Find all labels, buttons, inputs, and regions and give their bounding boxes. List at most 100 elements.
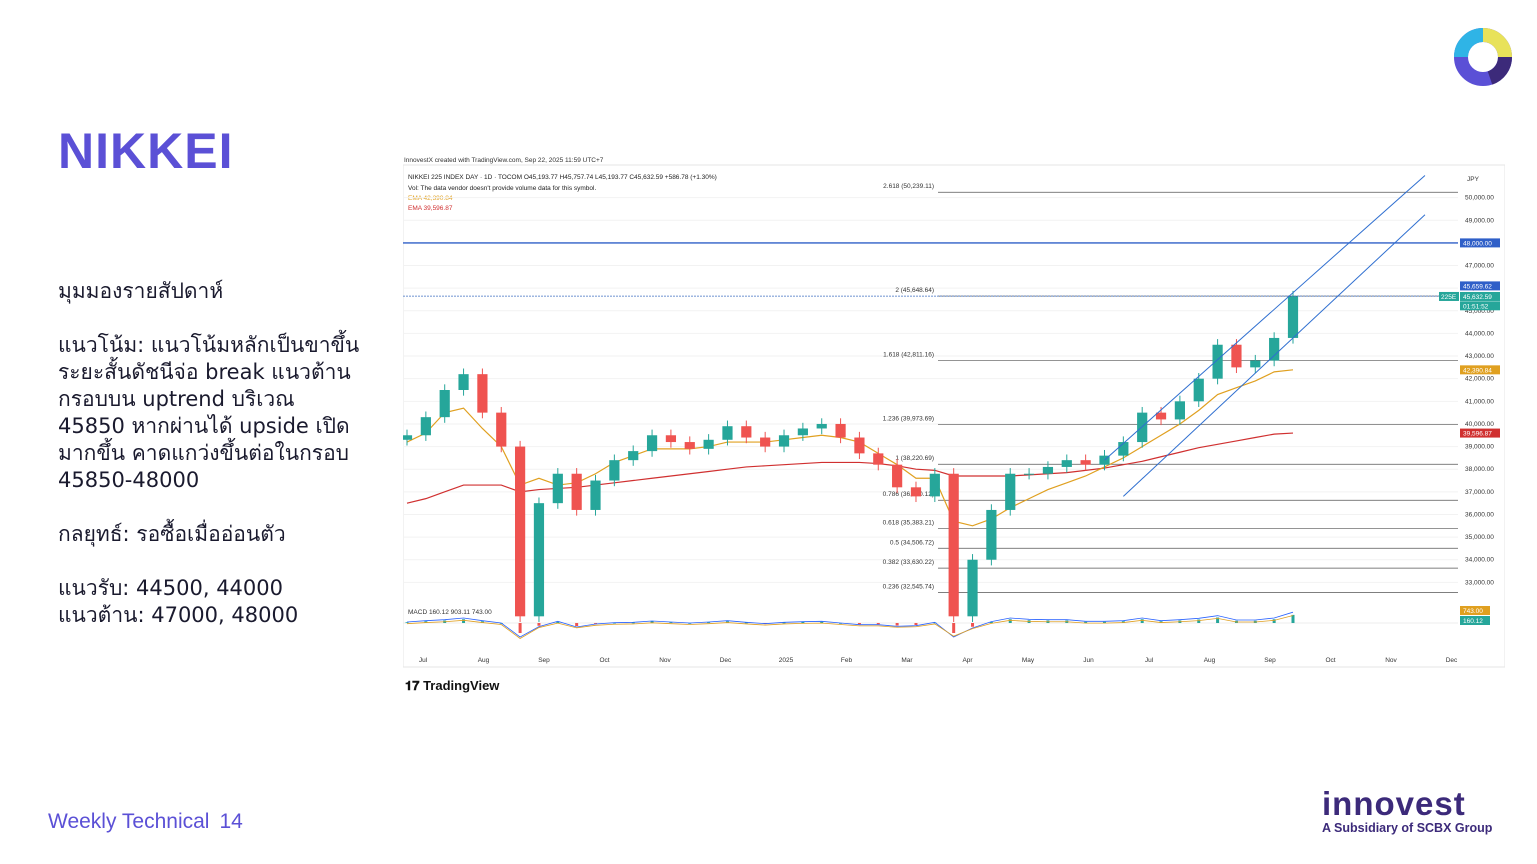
y-tick-label: 35,000.00 [1465, 534, 1494, 541]
price-tag: 45,632.59 [1463, 294, 1492, 301]
x-tick-label: Feb [841, 657, 853, 664]
macd-histogram-bar [1197, 619, 1201, 623]
candle-body [1042, 466, 1054, 474]
macd-histogram-bar [669, 622, 673, 624]
candle-body [1005, 473, 1016, 510]
candle-body [571, 473, 582, 510]
candle-body [892, 464, 903, 488]
macd-tag-2-bg [1460, 616, 1490, 625]
y-tick-label: 47,000.00 [1465, 263, 1494, 270]
x-tick-label: Aug [1204, 657, 1216, 664]
candle-body [1080, 460, 1091, 465]
macd-histogram-bar [405, 622, 409, 624]
macd-histogram-bar [1159, 621, 1163, 623]
page-number: 14 [219, 810, 243, 833]
candle-body [515, 446, 526, 617]
candle-body [684, 442, 695, 449]
macd-histogram-bar [725, 621, 729, 623]
candle-body [590, 480, 601, 510]
x-tick-label: Dec [1446, 657, 1458, 664]
candle-body [1250, 360, 1261, 368]
fib-label: 0.382 (33,630.22) [883, 559, 934, 566]
x-tick-label: Mar [901, 657, 913, 664]
ema-fast-tag-bg [1460, 365, 1500, 375]
candle-body [665, 435, 677, 443]
macd-histogram-bar [1272, 619, 1276, 623]
x-tick-label: Jun [1083, 657, 1094, 664]
candle-body [1137, 412, 1148, 443]
x-tick-label: Sep [1264, 657, 1276, 664]
macd-histogram-bar [820, 621, 824, 623]
x-tick-label: Nov [659, 657, 671, 664]
candle-body [910, 487, 922, 497]
macd-histogram-bar [631, 622, 635, 624]
candle-body [1287, 296, 1299, 338]
x-tick-label: Apr [962, 657, 973, 664]
candle-body [477, 374, 488, 413]
text-line: 45850 หากผ่านได้ upside เปิด [58, 414, 350, 438]
fib-label: 0.786 (36,630.12) [883, 491, 934, 498]
candle-body [854, 437, 865, 454]
time-tag: 01:51:52 [1463, 303, 1489, 310]
y-tick-label: 40,000.00 [1465, 421, 1494, 428]
currency-label: JPY [1467, 176, 1480, 183]
y-tick-label: 38,000.00 [1465, 466, 1494, 473]
price-tag-bg [1460, 291, 1500, 301]
macd-histogram-bar [1140, 619, 1144, 623]
text-line: กรอบบน uptrend บริเวณ [58, 387, 295, 411]
candle-body [439, 390, 450, 418]
macd-histogram-bar [575, 623, 579, 626]
macd-histogram-bar [952, 623, 956, 633]
y-tick-label: 41,000.00 [1465, 398, 1494, 405]
y-tick-label: 36,000.00 [1465, 511, 1494, 518]
x-tick-label: Jul [419, 657, 428, 664]
macd-histogram-bar [1291, 614, 1295, 623]
macd-histogram-bar [612, 622, 616, 624]
uptrend-channel-line [1122, 214, 1426, 497]
time-tag-bg [1460, 301, 1500, 311]
macd-histogram-bar [1216, 617, 1220, 623]
footer-label: Weekly Technical [48, 810, 210, 833]
fib-label: 2.618 (50,239.11) [883, 183, 934, 190]
macd-histogram-bar [462, 619, 466, 623]
macd-line [406, 611, 1294, 638]
fib-label: 2 (45,648.64) [895, 287, 934, 294]
y-tick-label: 34,000.00 [1465, 557, 1494, 564]
last-price-tag: 45,659.62 [1463, 283, 1492, 290]
ema-fast-label: EMA 42,390.84 [408, 195, 453, 202]
fib-label: 1.236 (39,973.69) [883, 416, 934, 423]
text-line: มุมมองรายสัปดาห์ [58, 279, 224, 303]
text-line: มากขึ้น คาดแกว่งขึ้นต่อในกรอบ [58, 441, 350, 465]
macd-signal-line [406, 615, 1294, 639]
macd-histogram-bar [518, 623, 522, 633]
x-tick-label: Dec [720, 657, 732, 664]
tradingview-logo-icon: 𝟏𝟕 [405, 678, 424, 693]
y-tick-label: 33,000.00 [1465, 579, 1494, 586]
macd-histogram-bar [876, 623, 880, 625]
candle-body [873, 453, 884, 465]
y-tick-label: 42,000.00 [1465, 376, 1494, 383]
macd-histogram-bar [650, 621, 654, 623]
candle-body [628, 451, 639, 461]
y-tick-label: 43,000.00 [1465, 353, 1494, 360]
text-line: แนวรับ: 44500, 44000 [58, 576, 284, 600]
candle-body [420, 417, 431, 436]
y-tick-label: 39,000.00 [1465, 444, 1494, 451]
fib-label: 0.236 (32,545.74) [883, 584, 934, 591]
brand-logo: innovest A Subsidiary of SCBX Group [1322, 785, 1522, 835]
candle-body [760, 437, 771, 447]
candle-body [835, 423, 846, 438]
candle-body [609, 460, 620, 481]
macd-histogram-bar [594, 623, 598, 624]
ema-slow-tag-bg [1460, 428, 1500, 438]
macd-histogram-bar [1008, 619, 1012, 623]
candle-body [967, 559, 978, 617]
analysis-text: มุมมองรายสัปดาห์ แนวโน้ม: แนวโน้มหลักเป็… [58, 278, 378, 629]
macd-histogram-bar [744, 622, 748, 624]
macd-label: MACD 160.12 903.11 743.00 [408, 609, 492, 616]
fib-label: 0.618 (35,383.21) [883, 519, 934, 526]
ema-slow-label: EMA 39,596.87 [408, 205, 453, 212]
macd-histogram-bar [857, 623, 861, 625]
y-tick-label: 50,000.00 [1465, 195, 1494, 202]
y-tick-label: 44,000.00 [1465, 330, 1494, 337]
